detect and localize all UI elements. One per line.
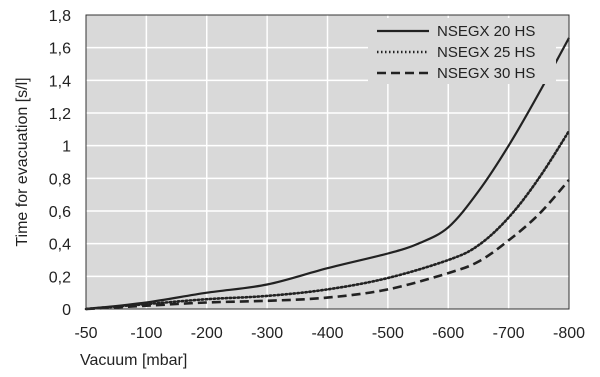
y-tick-label: 1,6	[49, 41, 71, 58]
plot-border	[85, 14, 570, 310]
legend-label: NSEGX 30 HS	[437, 65, 535, 82]
y-tick-label: 0,6	[49, 204, 71, 221]
y-tick-label: 1	[62, 139, 71, 156]
y-tick-label: 1,8	[49, 8, 71, 25]
y-tick-labels: 0 0,2 0,4 0,6 0,8 1 1,2 1,4 1,6 1,8	[49, 8, 71, 319]
x-tick-label: -700	[493, 325, 525, 342]
x-tick-label: -300	[251, 325, 283, 342]
y-tick-label: 0,8	[49, 171, 71, 188]
x-tick-label: -800	[553, 325, 585, 342]
x-tick-labels: -50 -100 -200 -300 -400 -500 -600 -700 -800	[74, 325, 585, 342]
x-tick-label: -400	[311, 325, 343, 342]
legend-label: NSEGX 25 HS	[437, 44, 535, 61]
y-tick-label: 1,4	[49, 73, 71, 90]
y-axis-title: Time for evacuation [s/l]	[14, 77, 31, 246]
series-line-nsegx-25-hs	[84, 129, 571, 311]
y-tick-label: 0,2	[49, 269, 71, 286]
legend-label: NSEGX 20 HS	[437, 23, 535, 40]
x-axis-title: Vacuum [mbar]	[80, 352, 187, 369]
series-line-nsegx-30-hs	[85, 179, 570, 311]
series-line-nsegx-20-hs	[85, 37, 570, 311]
series-layer	[84, 37, 571, 311]
x-tick-label: -100	[130, 325, 162, 342]
y-tick-label: 0,4	[49, 237, 71, 254]
legend: NSEGX 20 HS NSEGX 25 HS NSEGX 30 HS	[368, 18, 556, 84]
x-tick-label: -50	[74, 325, 97, 342]
x-tick-label: -200	[191, 325, 223, 342]
x-tick-label: -600	[432, 325, 464, 342]
x-tick-label: -500	[372, 325, 404, 342]
y-tick-label: 0	[62, 302, 71, 319]
y-tick-label: 1,2	[49, 106, 71, 123]
